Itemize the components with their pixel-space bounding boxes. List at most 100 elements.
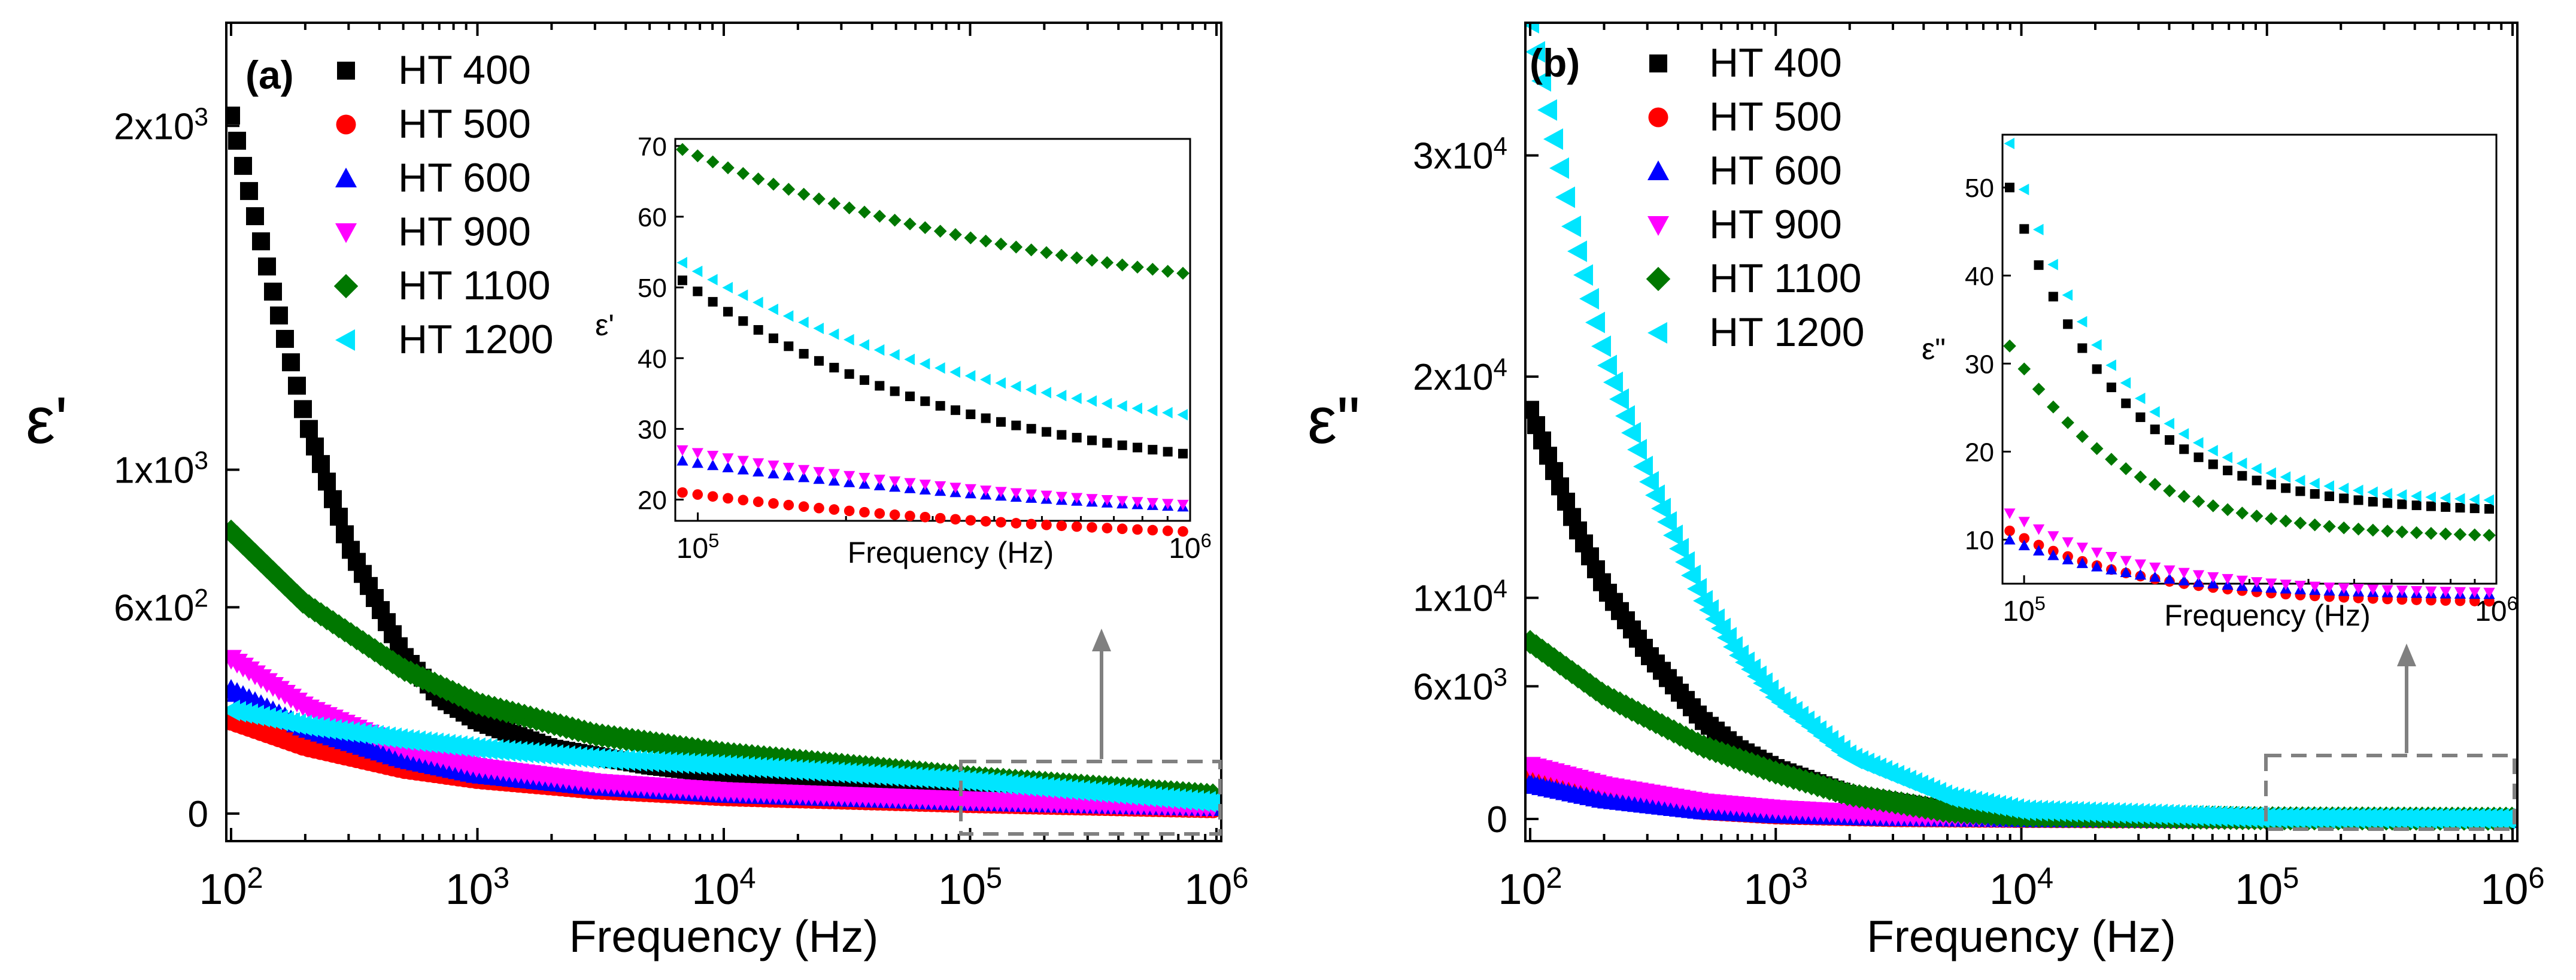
inset-data-point [753,466,764,477]
inset-data-point [2352,484,2363,496]
inset-data-point [1177,499,1189,511]
inset-data-point [873,344,885,356]
legend-label: HT 400 [398,47,531,93]
legend-marker [1647,160,1669,180]
inset-data-point [828,469,840,480]
inset-data-point [2441,502,2451,512]
data-point [1561,216,1581,238]
inset-data-point [858,205,871,219]
inset-data-point [1101,495,1113,506]
data-point [1639,471,1659,493]
x-tick-exponent: 5 [986,862,1002,894]
inset-data-point [858,339,869,351]
inset-data-point [1055,491,1067,503]
inset-data-point [2076,430,2089,443]
data-point [1633,456,1653,478]
inset-data-point [676,445,688,456]
data-point [1603,371,1623,393]
inset-data-point [2120,566,2132,578]
inset-data-point [2135,412,2146,422]
inset-data-point [827,197,841,210]
inset-data-point [767,304,778,315]
inset-data-point [2439,527,2452,541]
inset-data-point [722,462,734,472]
inset-data-point [951,405,960,415]
inset-data-point [2280,579,2292,590]
inset-data-point [692,489,703,500]
inset-x-tick-label: 106 [2475,592,2518,628]
series-ht-1200 [1525,23,2517,830]
inset-data-point [1040,246,1053,259]
data-point [306,437,324,456]
inset-data-point [2163,484,2176,497]
series-layer [226,107,1221,818]
inset-data-point [813,467,825,478]
legend-item: HT 1200 [1647,310,1865,355]
inset-series-ht-400 [678,275,1188,459]
inset-data-point [844,333,854,346]
data-point [226,107,240,125]
inset-data-point [2090,442,2104,456]
inset-data-point [981,413,991,423]
inset-data-point [798,501,809,512]
inset-data-point [1087,522,1097,533]
inset-data-point [2165,435,2174,445]
inset-data-point [2295,486,2305,496]
inset-data-point [904,353,915,365]
inset-data-point [2484,504,2494,514]
inset-data-point [873,474,885,486]
inset-data-point [2106,383,2116,393]
inset-data-point [1116,496,1128,507]
inset-series-ht-400 [2005,183,2494,514]
inset-data-point [1162,525,1173,536]
inset-data-point [2280,471,2291,483]
legend-label: HT 600 [1709,148,1842,193]
inset-data-point [1071,392,1082,405]
inset-data-point [2309,581,2321,593]
inset-y-tick-label: 30 [638,415,667,444]
inset-y-tick-label: 40 [1965,262,1994,291]
inset-data-point [2179,444,2189,454]
inset-data-point [2047,259,2058,271]
inset-data-point [1146,405,1158,417]
data-point [1567,240,1587,262]
inset-data-point [2294,581,2307,591]
inset-data-point [1040,490,1052,502]
inset-data-point [844,471,855,482]
inset-data-point [2134,569,2147,580]
inset-data-point [812,192,826,206]
y-tick-exponent: 3 [195,102,208,131]
inset-data-point [2483,587,2495,599]
inset-frame [674,138,1191,522]
legend-marker [336,114,356,135]
inset-data-point [2440,587,2451,597]
inset-data-point [1146,262,1160,276]
inset-data-point [996,417,1006,427]
y-tick-exponent: 4 [1494,574,1507,602]
inset-data-point [2383,498,2393,508]
x-tick-label: 105 [938,862,1002,914]
inset-data-point [1024,243,1038,257]
inset-data-point [1176,266,1190,280]
inset-data-point [829,504,840,515]
legend-marker [1646,266,1671,292]
legend-label: HT 400 [1709,40,1842,86]
inset-data-point [1056,520,1067,532]
inset-data-point [2235,506,2249,520]
inset-data-point [994,237,1008,251]
inset-data-point [2062,554,2074,565]
inset-data-point [2411,500,2422,511]
inset-frame [2001,134,2498,585]
inset-data-point [707,274,718,286]
x-axis-title: Frequency (Hz) [569,911,879,961]
inset-data-point [2367,486,2378,498]
inset-data-point [814,356,824,366]
x-tick-exponent: 6 [2528,862,2544,894]
data-point [288,377,306,395]
inset-x-tick-exponent: 5 [708,529,719,551]
inset-data-point [691,149,705,163]
legend-item: HT 1200 [335,317,554,362]
inset-data-point [2265,578,2277,589]
inset-data-point [767,460,779,471]
inset-data-point [1009,240,1023,254]
